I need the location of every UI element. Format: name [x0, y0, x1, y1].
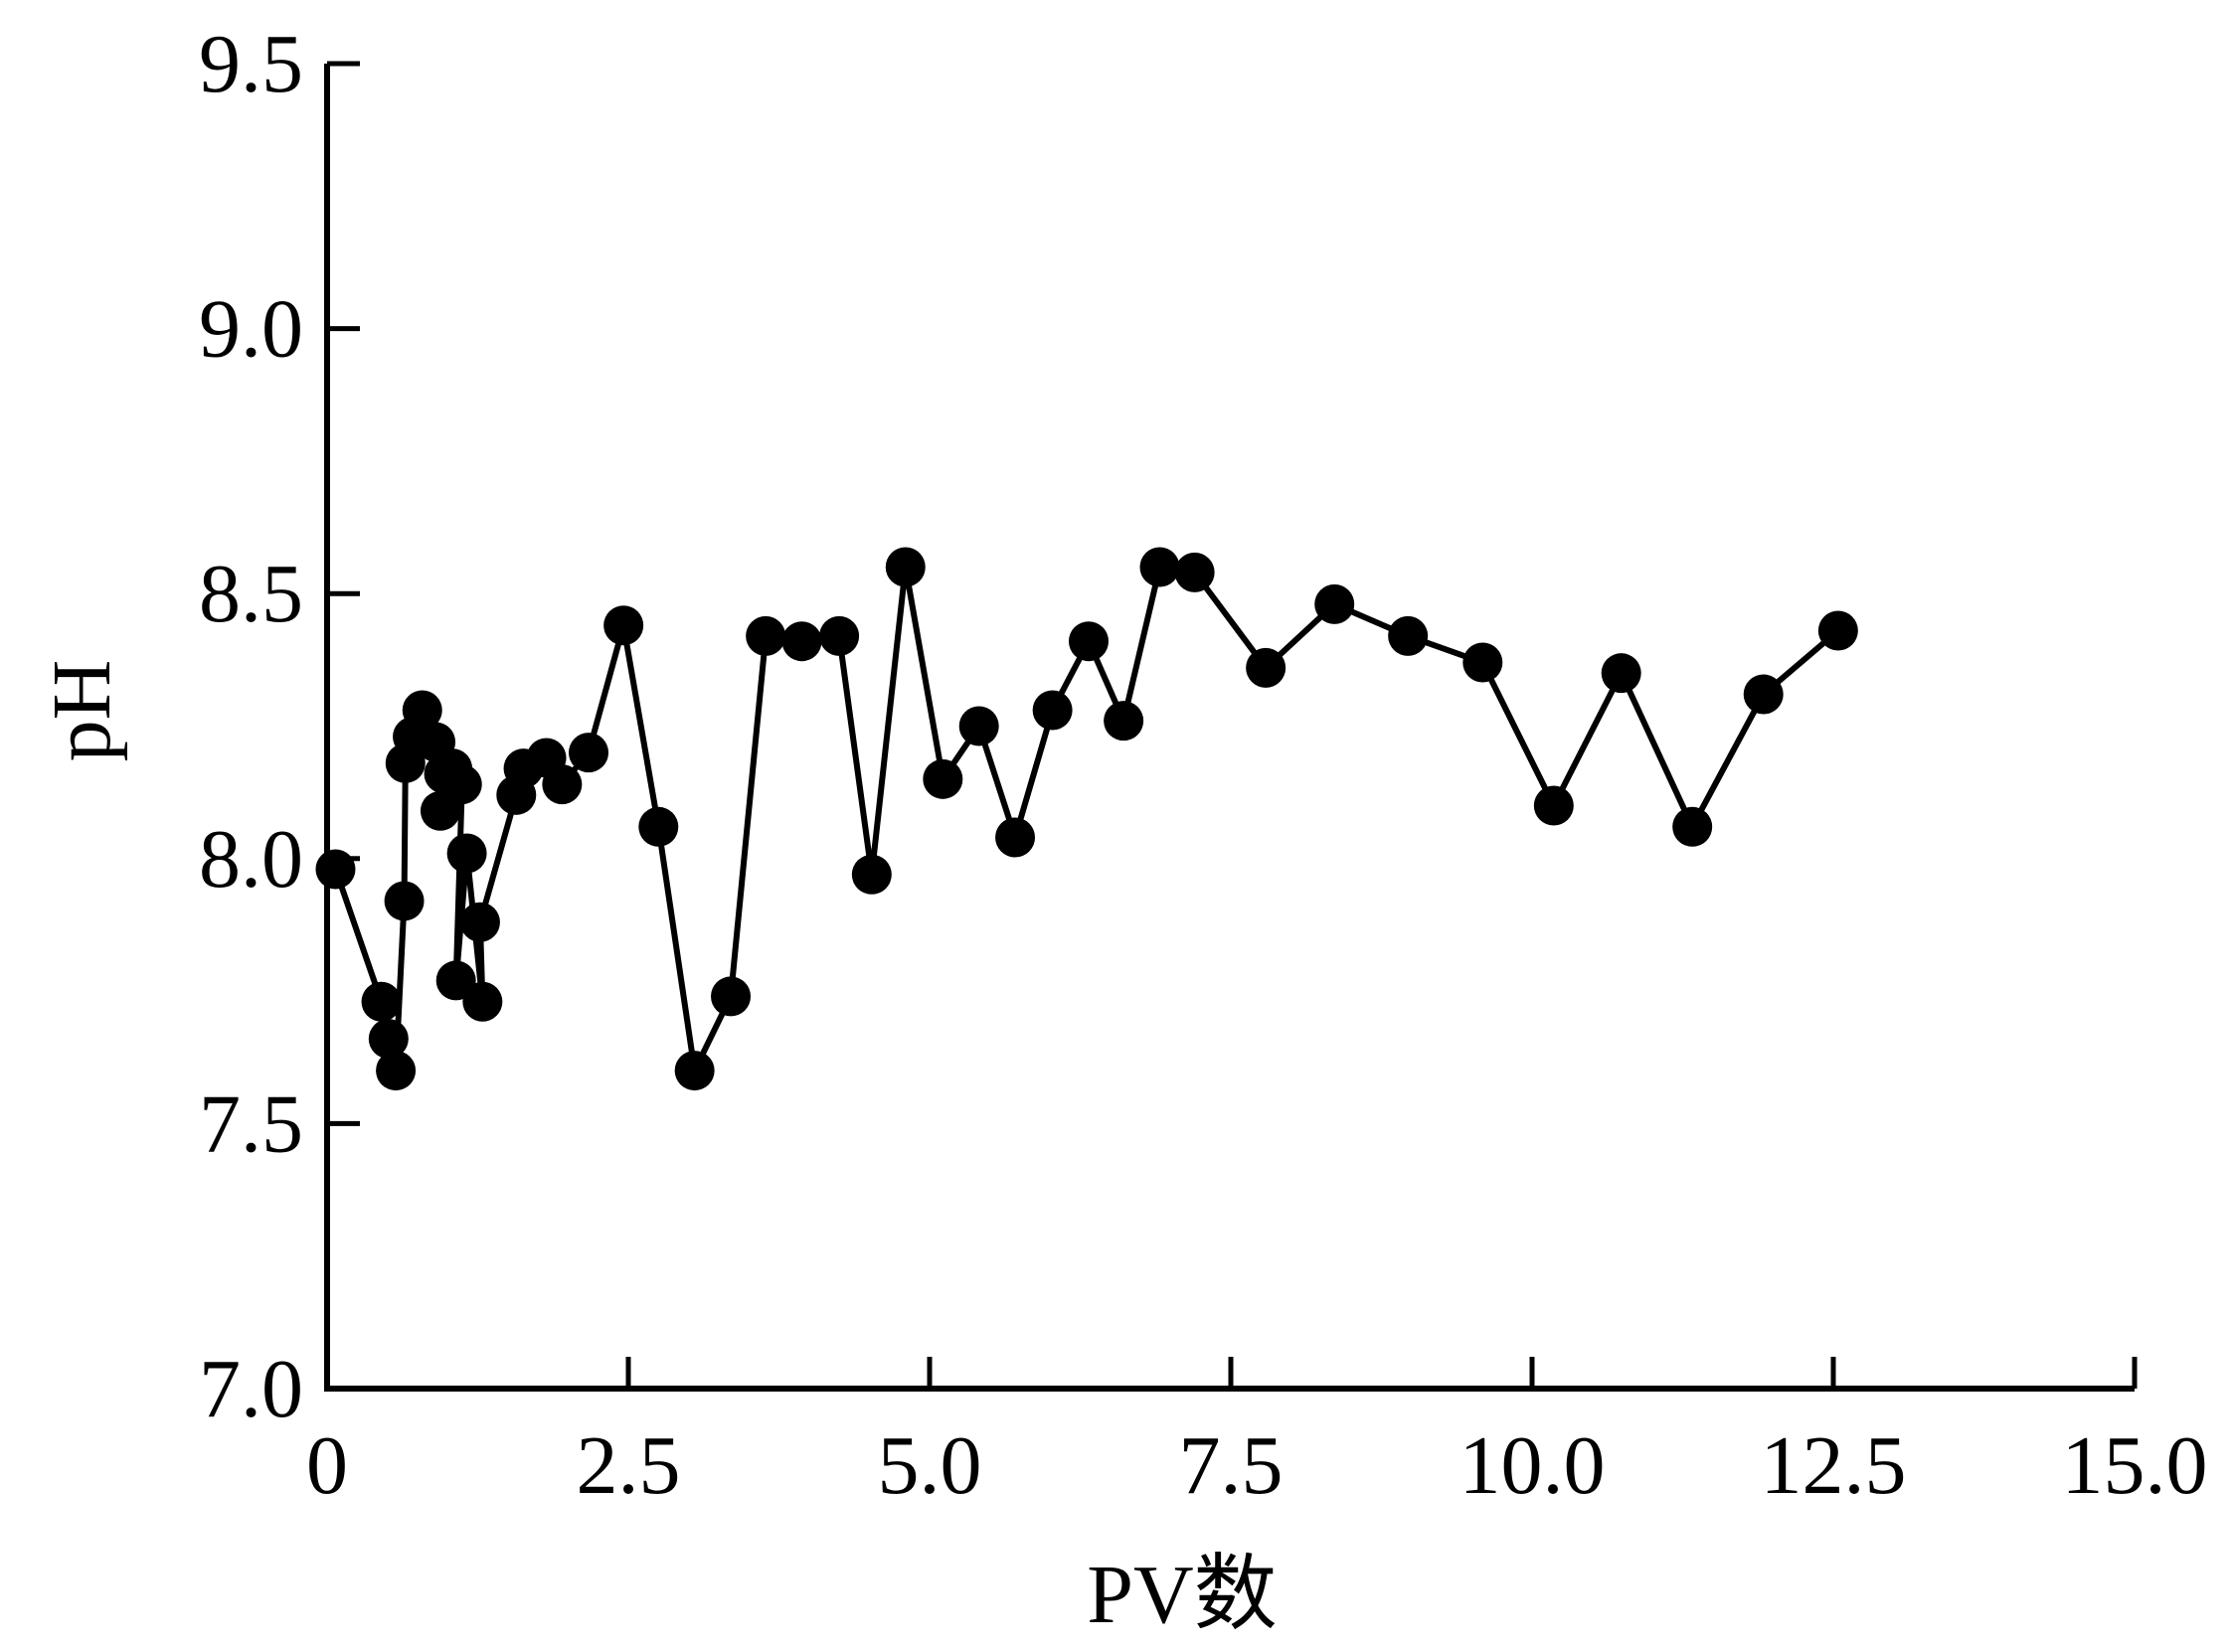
data-point	[1462, 642, 1503, 683]
data-point	[315, 849, 356, 890]
data-point	[441, 764, 482, 805]
series	[315, 547, 1858, 1091]
data-point	[1246, 647, 1287, 688]
data-point	[376, 1051, 417, 1091]
data-point	[1032, 690, 1073, 731]
x-tick-label: 15.0	[2062, 1419, 2208, 1512]
x-tick-label: 7.5	[1179, 1419, 1284, 1512]
data-point	[1314, 583, 1355, 624]
x-tick-label: 5.0	[878, 1419, 982, 1512]
x-tick-label: 2.5	[577, 1419, 681, 1512]
data-point	[462, 981, 503, 1022]
data-point	[1174, 552, 1215, 592]
data-point	[1533, 785, 1574, 826]
data-point	[1388, 615, 1429, 656]
y-tick-label: 7.5	[199, 1077, 303, 1170]
data-point	[542, 764, 583, 805]
data-point	[402, 690, 442, 731]
data-point	[603, 605, 644, 646]
data-point	[420, 790, 460, 831]
data-point	[781, 621, 822, 662]
x-tick-label: 12.5	[1761, 1419, 1907, 1512]
data-point	[384, 881, 425, 921]
data-point	[674, 1051, 715, 1091]
data-point	[1817, 610, 1858, 651]
data-point	[711, 976, 752, 1017]
data-point	[958, 706, 999, 746]
x-axis-label: PV数	[1087, 1549, 1277, 1641]
data-point	[638, 806, 679, 847]
x-tick-label: 10.0	[1459, 1419, 1606, 1512]
data-point	[1743, 674, 1784, 715]
data-point	[435, 960, 476, 1001]
y-tick-label: 9.5	[199, 18, 303, 110]
y-tick-label: 8.0	[199, 813, 303, 906]
data-point	[361, 981, 402, 1022]
y-tick-label: 7.0	[199, 1343, 303, 1435]
data-point	[1601, 653, 1641, 694]
data-point	[851, 854, 892, 895]
data-point	[1068, 621, 1109, 662]
axes: 0 2.5 5.0 7.5 10.0 12.5 15.0 7.0 7.5 8.0 8.5 9.0 9.5	[199, 18, 2208, 1512]
data-point	[819, 615, 860, 656]
y-tick-label: 8.5	[199, 548, 303, 640]
data-point	[368, 1019, 409, 1060]
data-point	[1672, 806, 1713, 847]
y-tick-label: 9.0	[199, 283, 303, 376]
x-tick-label: 0	[306, 1419, 348, 1512]
data-point	[1104, 701, 1144, 742]
data-point	[923, 758, 963, 799]
data-point	[746, 615, 786, 656]
data-point	[459, 902, 500, 942]
data-point	[885, 547, 926, 587]
data-point	[995, 817, 1036, 858]
data-point	[446, 833, 487, 874]
data-point	[1139, 547, 1180, 587]
y-axis-label: pH	[36, 660, 128, 762]
data-point	[569, 733, 609, 773]
